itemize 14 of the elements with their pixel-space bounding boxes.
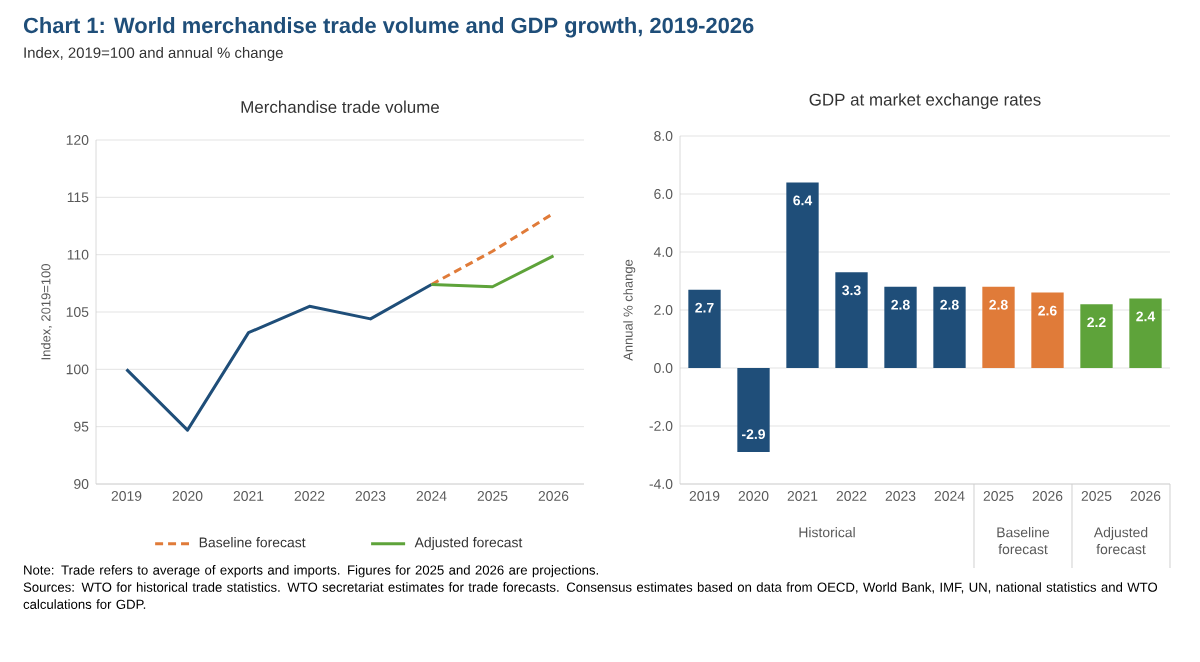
bar xyxy=(1031,292,1064,368)
chart-title: Merchandise trade volume xyxy=(241,100,439,113)
line-series xyxy=(125,282,433,432)
bar xyxy=(688,289,721,368)
bar xyxy=(982,286,1015,368)
bar xyxy=(737,368,770,453)
bar xyxy=(786,182,819,368)
bar xyxy=(884,286,917,368)
text: Chart 1: World merchandise trade volume and GDP growth, 2019-2026 xyxy=(23,17,754,38)
chart-title: GDP at market exchange rates xyxy=(809,93,1041,109)
bar xyxy=(1080,304,1113,368)
bar xyxy=(1129,298,1162,368)
bar xyxy=(933,286,966,368)
bar xyxy=(835,272,868,368)
